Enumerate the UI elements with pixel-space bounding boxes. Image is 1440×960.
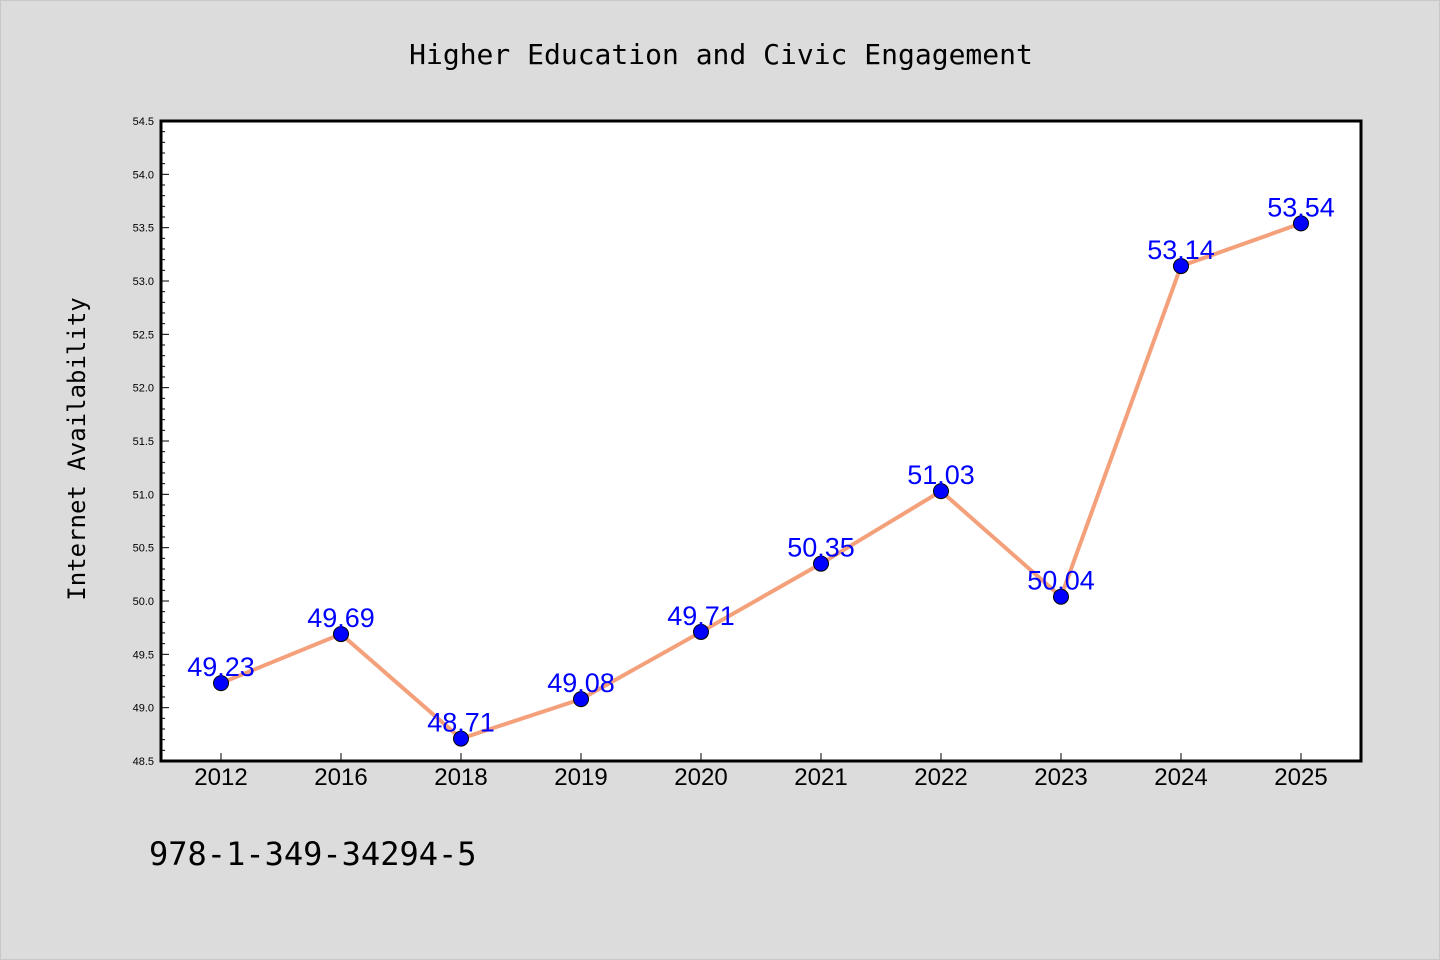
- data-point: [1053, 588, 1069, 605]
- data-label: 49.08: [547, 668, 615, 698]
- y-tick-label: 49.0: [133, 703, 154, 715]
- data-points: [213, 215, 1309, 747]
- data-point: [453, 730, 469, 747]
- y-tick-label: 48.5: [133, 756, 154, 768]
- data-label: 53.14: [1147, 235, 1215, 265]
- x-axis: 2012 2016 2018 2019 2020 2021 2022 2023 2024 2025: [194, 753, 1328, 791]
- x-tick-label: 2012: [194, 764, 247, 791]
- y-tick-label: 53.5: [133, 223, 154, 235]
- y-tick-label: 51.0: [133, 489, 154, 501]
- y-tick-label: 53.0: [133, 276, 154, 288]
- footer-code: 978-1-349-34294-5: [149, 835, 477, 873]
- data-labels: 49.23 49.69 48.71 49.08 49.71 50.35 51.03 50.04…: [187, 192, 1335, 737]
- data-point: [333, 626, 349, 643]
- y-tick-label: 50.5: [133, 543, 154, 555]
- data-point: [933, 483, 949, 500]
- plot-area: [159, 119, 1363, 763]
- data-label: 53.54: [1267, 192, 1335, 222]
- data-point: [1173, 258, 1189, 275]
- chart-title: Higher Education and Civic Engagement: [409, 38, 1033, 71]
- x-tick-label: 2022: [914, 764, 967, 791]
- y-tick-label: 54.5: [133, 116, 154, 128]
- data-point: [1293, 215, 1309, 232]
- series-line: [220, 221, 1302, 741]
- data-label: 49.71: [667, 601, 735, 631]
- data-label: 50.04: [1027, 566, 1095, 596]
- x-tick-label: 2024: [1154, 764, 1207, 791]
- x-tick-label: 2018: [434, 764, 487, 791]
- data-point: [573, 691, 589, 708]
- data-point: [693, 623, 709, 640]
- y-tick-label: 52.0: [133, 383, 154, 395]
- x-tick-label: 2021: [794, 764, 847, 791]
- x-tick-label: 2019: [554, 764, 607, 791]
- x-tick-label: 2023: [1034, 764, 1087, 791]
- y-axis-label: Internet Availability: [63, 297, 91, 600]
- data-label: 51.03: [907, 460, 975, 490]
- data-label: 50.35: [787, 533, 855, 563]
- data-point: [813, 555, 829, 572]
- y-axis: 48.5 49.0 49.5 50.0 50.5 51.0 51.5 52.0 52.5 53.0…: [133, 116, 169, 768]
- x-tick-label: 2020: [674, 764, 727, 791]
- data-label: 49.69: [307, 603, 375, 633]
- y-tick-label: 51.5: [133, 436, 154, 448]
- data-label: 48.71: [427, 708, 495, 738]
- x-tick-label: 2025: [1274, 764, 1327, 791]
- y-tick-label: 49.5: [133, 649, 154, 661]
- y-tick-label: 50.0: [133, 596, 154, 608]
- x-tick-label: 2016: [314, 764, 367, 791]
- data-label: 49.23: [187, 652, 255, 682]
- y-tick-label: 52.5: [133, 329, 154, 341]
- data-point: [213, 675, 229, 692]
- y-tick-label: 54.0: [133, 169, 154, 181]
